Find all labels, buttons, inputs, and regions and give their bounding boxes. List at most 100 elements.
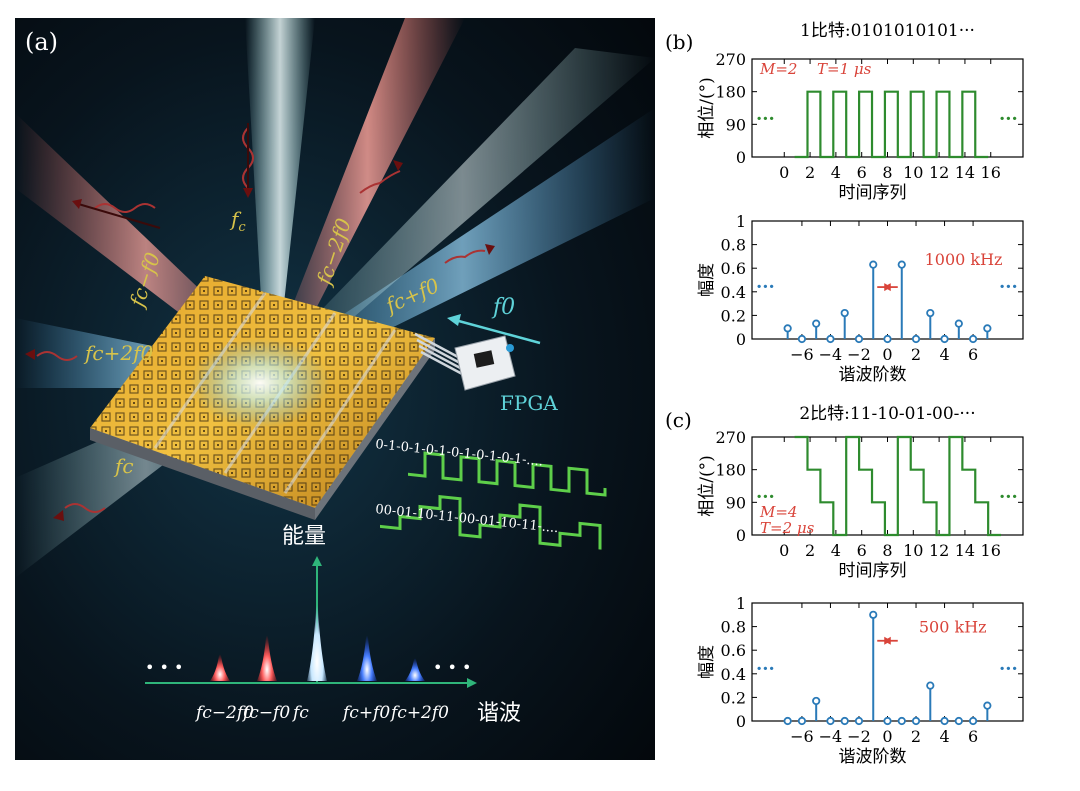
y-tick-label: 90 [726,493,746,512]
x-tick-label: 0 [882,345,892,364]
wave-icon-top [242,127,254,189]
stem-marker [783,324,792,333]
x-tick-label: 0 [882,727,892,746]
stem-marker [783,716,792,726]
stem-marker [812,319,821,328]
beam-top-right-white [270,48,655,378]
x-tick-label: −6 [790,345,814,364]
wave-arrowhead-right [485,244,495,255]
x-tick-label: 8 [882,163,892,182]
spectrum-tick-label: fc+2f0 [389,703,449,723]
annotation-m: M=4 [759,503,797,521]
y-tick-label: 0 [736,330,746,349]
fpga-device [414,332,516,391]
x-tick-label: 12 [929,163,949,182]
stem-marker [983,324,992,333]
x-tick-label: 8 [882,541,892,560]
ellipsis-left: ··· [756,658,775,679]
x-axis-label: 谐波阶数 [839,747,907,767]
y-tick-label: 0.8 [721,618,746,637]
phase-step-line [794,90,989,159]
y-tick-label: 270 [715,50,746,69]
ellipsis-right: ··· [999,658,1018,679]
stem-marker [826,716,835,726]
x-tick-label: 4 [939,345,949,364]
wave-arrowhead-lower-left [25,349,35,360]
y-tick-label: 1 [736,212,746,231]
y-tick-label: 0 [736,712,746,731]
x-axis-label: 谐波阶数 [839,365,907,385]
x-tick-label: 0 [779,163,789,182]
stem-marker [869,610,878,619]
wave-icon-lower-left [36,351,78,361]
y-tick-label: 180 [715,461,746,480]
board-strip-3 [283,329,397,494]
beam-label-fc-plus-2f0: fc+2f0 [83,341,153,365]
stem-marker [840,716,849,726]
spectrum-dots-left: • • • [145,658,183,677]
spectrum-peak [307,586,327,681]
stem-marker [926,308,935,318]
wave-arrowhead-bottom [53,510,64,521]
stem-marker [854,334,864,344]
spectrum-x-arrowhead [467,678,477,688]
stem-marker [812,696,821,706]
wave-icon-bottom [64,503,106,513]
stem-marker [968,334,978,344]
y-tick-label: 180 [715,83,746,102]
x-tick-label: 6 [857,541,867,560]
spectrum-peak [210,647,230,681]
phase-step-line [794,435,1002,537]
f0-label: f0 [491,295,515,320]
spectrum-dots-right: • • • [433,658,471,677]
energy-label: 能量 [282,524,326,549]
y-tick-label: 0 [736,526,746,545]
x-tick-label: 12 [929,541,949,560]
x-tick-label: 10 [903,541,923,560]
x-tick-label: 4 [831,163,841,182]
stem-marker [883,716,892,726]
wave-arrowhead-left [72,199,82,209]
stem-marker [797,716,807,726]
board-side [90,428,315,520]
chart-title: 1比特:0101010101··· [800,21,975,41]
y-tick-label: 0.8 [721,236,746,255]
x-tick-label: 2 [911,345,921,364]
x-tick-label: 4 [939,727,949,746]
ellipsis-right: ··· [999,276,1018,297]
x-tick-label: 2 [805,163,815,182]
cable-4 [420,350,467,378]
beam-top-white [245,18,315,368]
stem-marker [911,334,921,344]
wave-arrowhead-top [243,188,253,198]
fpga-led [506,344,514,352]
x-tick-label: −2 [847,727,871,746]
x-tick-label: 4 [831,541,841,560]
stem-marker [940,334,949,344]
spectrum-peak [405,652,425,681]
stem-marker [983,701,992,710]
y-tick-label: 0.2 [721,688,746,707]
y-axis-label: 相位/(°) [697,77,717,139]
cable-3 [418,344,465,372]
ellipsis-right: ··· [999,487,1018,508]
wave-arrow-left [74,202,161,229]
plot-frame [751,220,1024,340]
fpga-chip [473,350,495,368]
stem-marker [897,260,906,269]
y-axis-label: 幅度 [697,645,717,679]
f0-arrow [454,318,541,345]
annotation-frequency: 1000 kHz [925,250,1003,269]
annotation-t: T=1 μs [817,60,872,78]
y-axis-label: 相位/(°) [697,455,717,517]
y-tick-label: 0.6 [721,641,746,660]
y-axis-label: 幅度 [697,263,717,297]
beam-label-fc-bottom: fc [113,454,134,478]
x-tick-label: 6 [968,727,978,746]
ellipsis-right: ··· [999,109,1018,130]
x-tick-label: −4 [819,345,843,364]
stem-marker [797,334,807,344]
